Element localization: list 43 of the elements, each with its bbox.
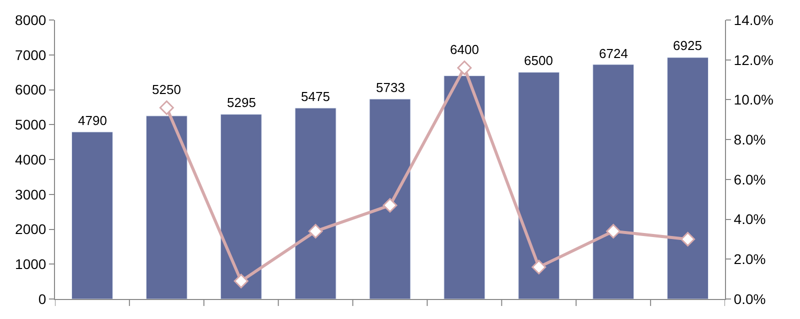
y2-tick-label: 12.0% bbox=[734, 52, 774, 68]
y2-tick-label: 4.0% bbox=[734, 211, 766, 228]
y2-tick-label: 14.0% bbox=[734, 12, 774, 28]
data-label: 5475 bbox=[301, 89, 330, 104]
y-tick-label: 7000 bbox=[15, 46, 46, 63]
y-tick-label: 8000 bbox=[15, 12, 46, 28]
y2-tick-label: 0.0% bbox=[734, 290, 766, 307]
bar bbox=[294, 108, 336, 299]
y-tick-label: 0 bbox=[38, 290, 46, 307]
bar bbox=[592, 64, 634, 299]
y-tick-label: 4000 bbox=[15, 151, 46, 168]
bar bbox=[518, 72, 560, 299]
point bbox=[234, 274, 248, 288]
y-tick-label: 5000 bbox=[15, 116, 46, 133]
bar bbox=[220, 114, 262, 299]
bar bbox=[146, 116, 188, 299]
data-label: 5295 bbox=[227, 95, 256, 110]
data-label: 6400 bbox=[450, 42, 479, 57]
data-label: 6925 bbox=[673, 38, 702, 53]
point bbox=[382, 198, 398, 213]
bar bbox=[369, 98, 411, 299]
point bbox=[532, 260, 546, 274]
y-tick-label: 6000 bbox=[15, 82, 46, 98]
point bbox=[457, 60, 472, 76]
point bbox=[606, 224, 621, 238]
data-label: 5733 bbox=[376, 80, 405, 95]
data-label: 5250 bbox=[152, 82, 181, 97]
y2-tick-label: 8.0% bbox=[734, 131, 766, 148]
bar bbox=[444, 76, 486, 299]
y-tick-label: 1000 bbox=[15, 256, 46, 272]
y2-tick-label: 2.0% bbox=[734, 251, 766, 268]
data-label: 4790 bbox=[78, 113, 107, 128]
y-tick-label: 2000 bbox=[15, 221, 46, 238]
data-label: 6500 bbox=[524, 53, 553, 68]
y2-tick-label: 6.0% bbox=[734, 171, 766, 188]
bar bbox=[72, 132, 113, 299]
point bbox=[680, 232, 696, 246]
bar bbox=[667, 57, 708, 299]
y2-tick-label: 10.0% bbox=[734, 92, 774, 108]
point bbox=[159, 100, 174, 115]
y-tick-label: 3000 bbox=[15, 186, 46, 202]
data-label: 6724 bbox=[599, 46, 628, 61]
point bbox=[308, 224, 323, 238]
